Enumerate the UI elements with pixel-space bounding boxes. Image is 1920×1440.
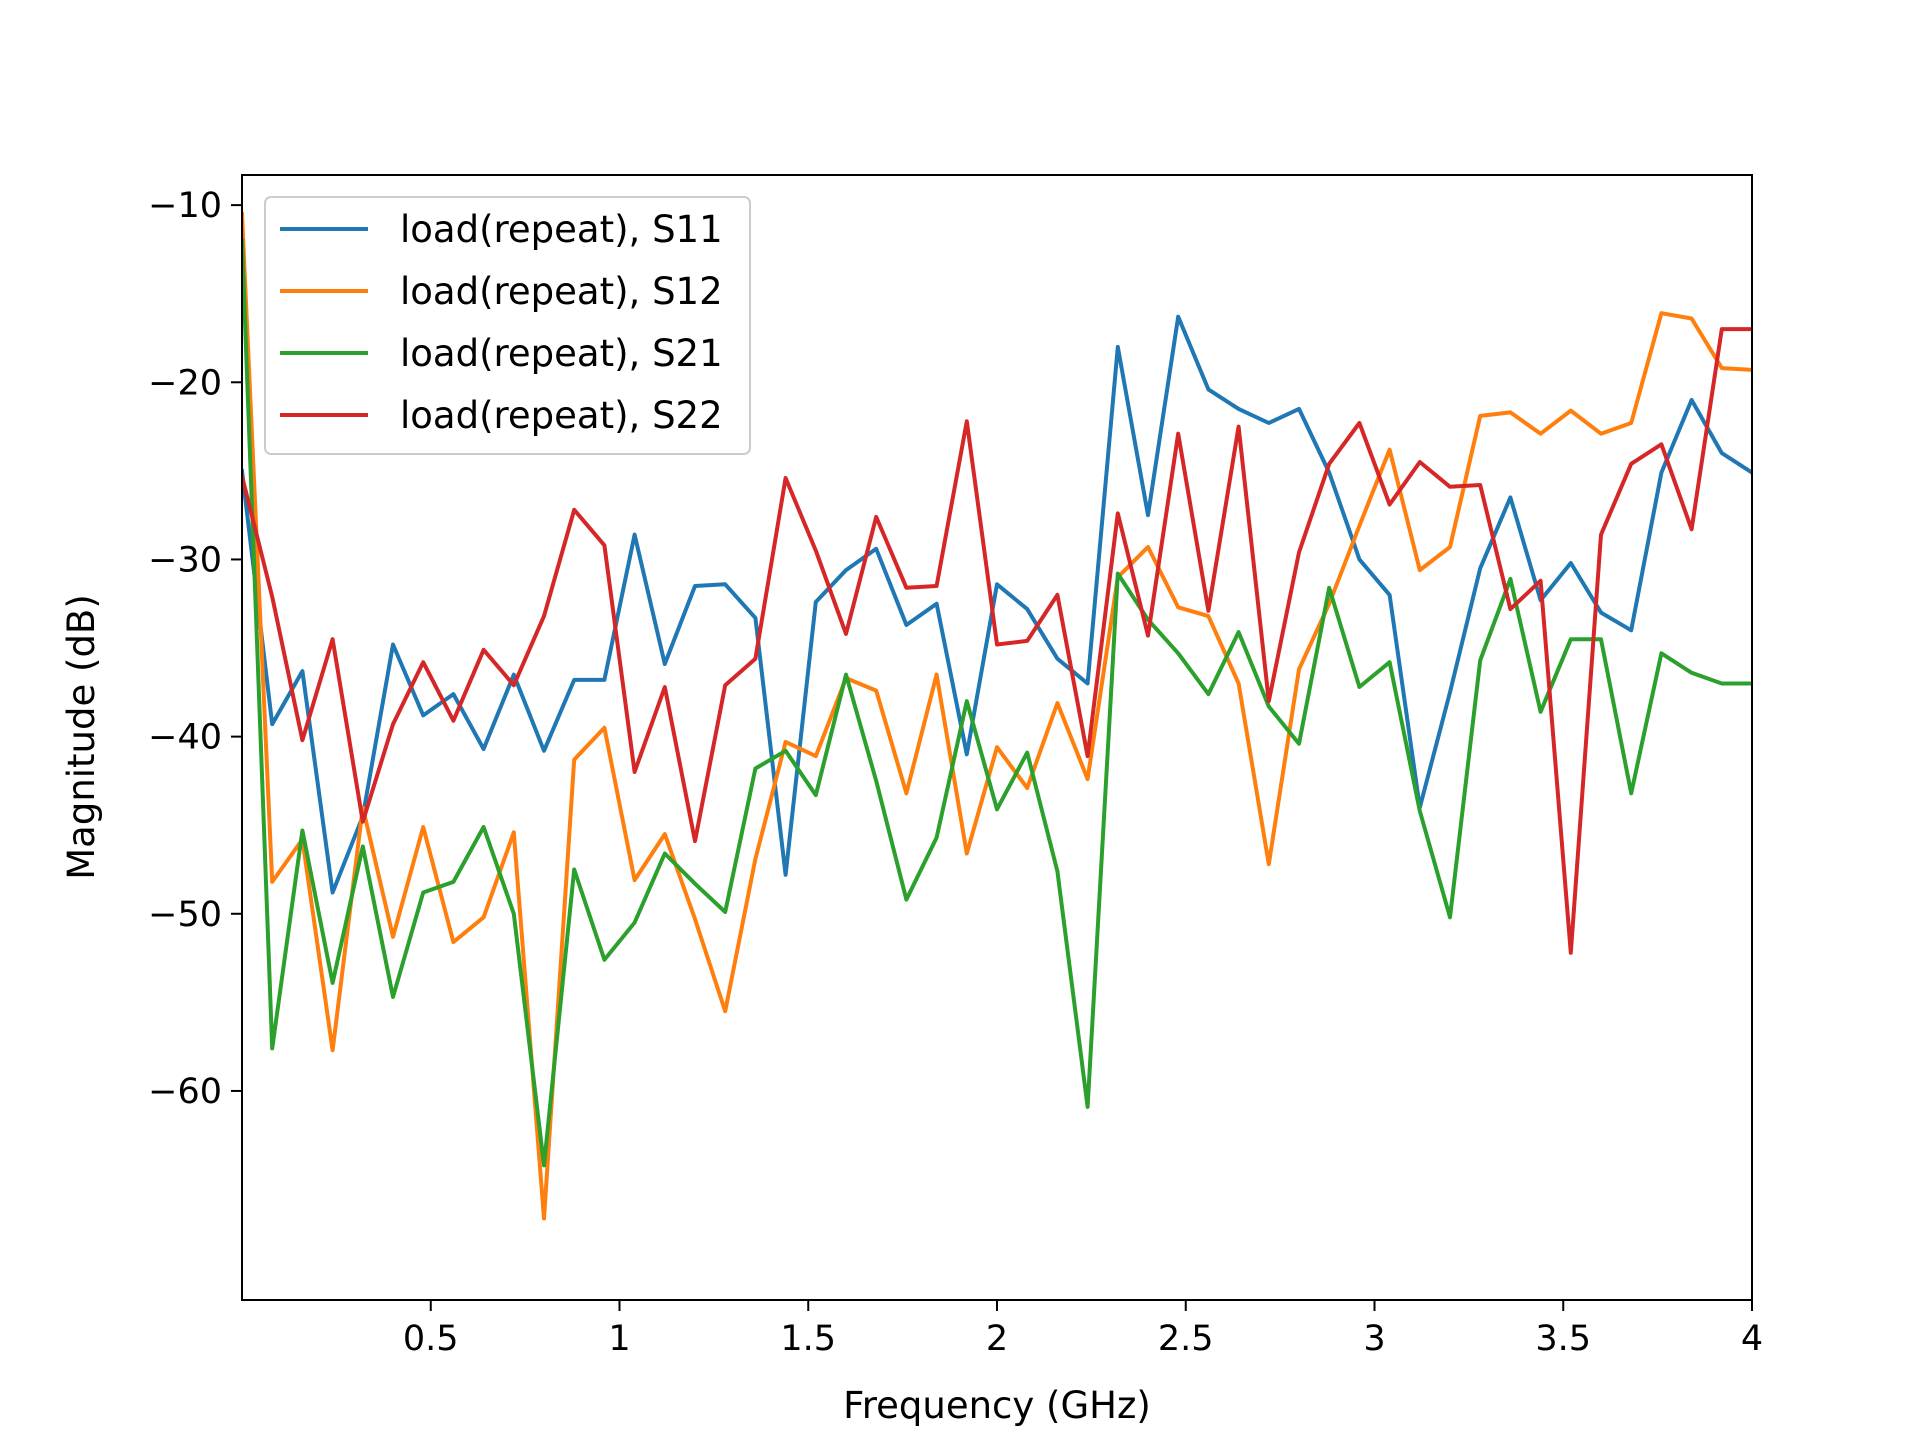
- x-tick-label: 3: [1363, 1319, 1385, 1359]
- x-tick-label: 2: [986, 1319, 1008, 1359]
- x-axis-label: Frequency (GHz): [843, 1384, 1151, 1427]
- y-axis-label: Magnitude (dB): [60, 594, 103, 880]
- y-tick-label: −60: [148, 1072, 222, 1112]
- series-line-1: [242, 314, 1752, 895]
- legend-label-2: load(repeat), S12: [400, 270, 723, 313]
- series-line-4: [242, 327, 1752, 955]
- legend-label-3: load(repeat), S21: [400, 332, 723, 375]
- y-tick-label: −10: [148, 186, 222, 226]
- y-tick-label: −40: [148, 718, 222, 758]
- legend-label-4: load(repeat), S22: [400, 394, 723, 437]
- x-tick-label: 3.5: [1535, 1319, 1591, 1359]
- y-tick-label: −20: [148, 363, 222, 403]
- x-tick-label: 1.5: [780, 1319, 836, 1359]
- y-axis: −10 −20 −30 −40 −50 −60: [148, 186, 242, 1112]
- legend-label-1: load(repeat), S11: [400, 208, 723, 251]
- x-tick-label: 2.5: [1158, 1319, 1214, 1359]
- legend-box: [264, 196, 751, 455]
- x-tick-label: 0.5: [403, 1319, 459, 1359]
- x-axis: 0.5 1 1.5 2 2.5 3 3.5 4: [403, 1300, 1763, 1359]
- series-layer: [242, 211, 1752, 1221]
- legend: load(repeat), S11 load(repeat), S12 load(r…: [264, 196, 751, 455]
- y-tick-label: −30: [148, 540, 222, 580]
- series-line-2: [242, 211, 1752, 1221]
- y-tick-label: −50: [148, 895, 222, 935]
- series-line-3: [242, 238, 1752, 1168]
- x-tick-label: 1: [608, 1319, 630, 1359]
- x-tick-label: 4: [1741, 1319, 1763, 1359]
